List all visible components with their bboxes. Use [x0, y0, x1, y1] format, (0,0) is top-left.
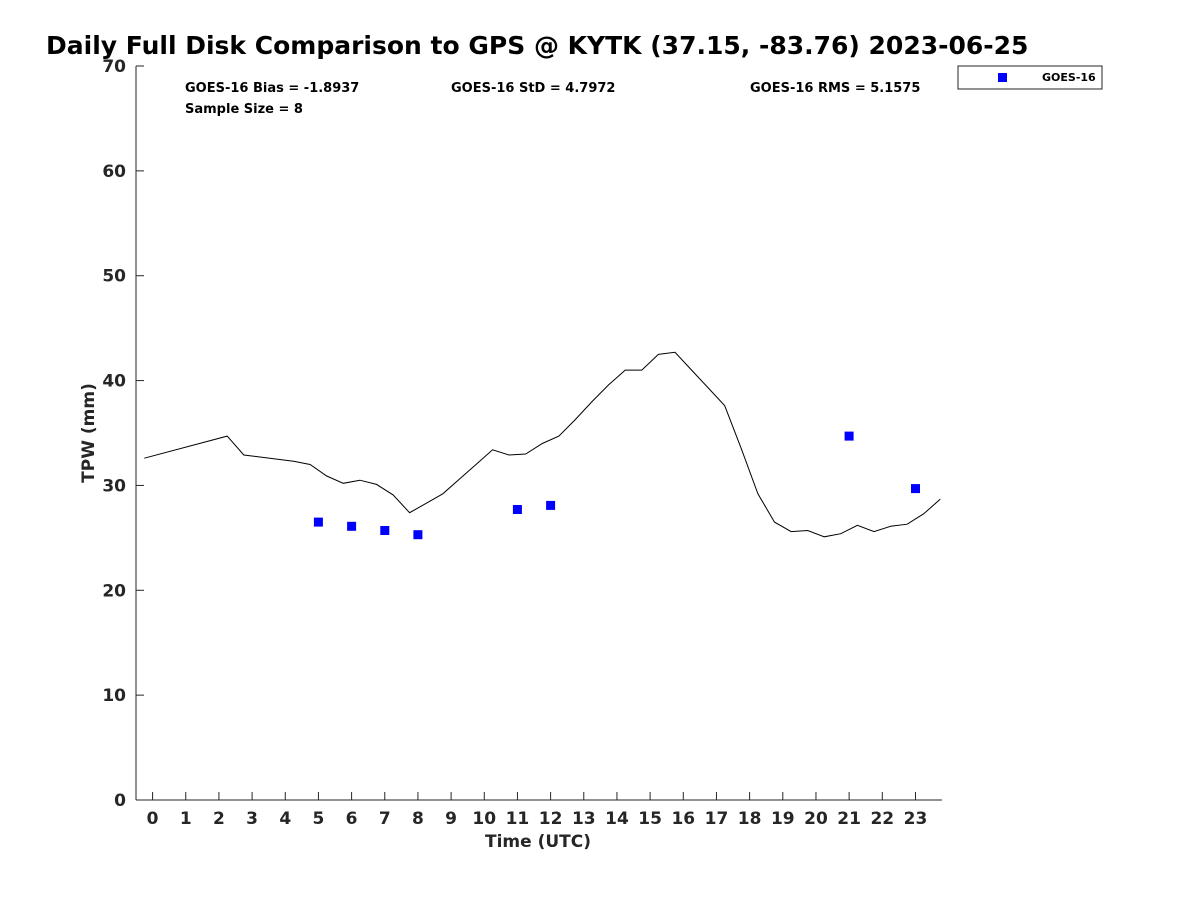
legend: GOES-16	[957, 65, 1103, 90]
x-tick-label: 4	[279, 809, 291, 829]
x-tick-label: 9	[445, 809, 457, 829]
x-tick-label: 0	[147, 809, 159, 829]
x-tick-label: 19	[771, 809, 795, 829]
y-tick-label: 70	[102, 57, 126, 77]
x-tick-label: 13	[572, 809, 596, 829]
goes-16-point	[347, 521, 357, 531]
x-tick-label: 15	[638, 809, 662, 829]
x-tick-label: 17	[705, 809, 729, 829]
stat-std: GOES-16 StD = 4.7972	[451, 81, 615, 96]
x-tick-label: 18	[738, 809, 762, 829]
x-tick-label: 12	[539, 809, 563, 829]
y-axis-label: TPW (mm)	[79, 383, 99, 483]
y-tick-label: 30	[102, 476, 126, 496]
goes-16-point	[413, 530, 423, 540]
plot-area	[135, 66, 942, 801]
y-tick-label: 20	[102, 581, 126, 601]
goes-16-point	[380, 526, 390, 535]
y-tick-label: 40	[102, 372, 126, 392]
goes-16-point	[512, 505, 522, 514]
y-ticks: 0 10 20 30 40 50 60 70	[102, 57, 144, 811]
stat-sample-size: Sample Size = 8	[185, 102, 303, 117]
y-tick-label: 0	[114, 791, 126, 811]
x-tick-label: 5	[313, 809, 325, 829]
x-tick-label: 11	[506, 809, 530, 829]
y-tick-label: 10	[102, 686, 126, 706]
y-tick-label: 60	[102, 162, 126, 182]
x-tick-label: 10	[472, 809, 496, 829]
goes-16-point	[844, 431, 854, 441]
x-axis-label: Time (UTC)	[485, 832, 591, 852]
x-tick-label: 16	[671, 809, 695, 829]
legend-label-goes-16: GOES-16	[1042, 71, 1096, 84]
x-tick-label: 14	[605, 809, 629, 829]
x-tick-label: 22	[870, 809, 894, 829]
x-tick-label: 8	[412, 809, 424, 829]
x-tick-label: 23	[904, 809, 928, 829]
x-tick-label: 1	[180, 809, 192, 829]
chart-title: Daily Full Disk Comparison to GPS @ KYTK…	[46, 31, 1028, 60]
goes-16-markers	[313, 431, 920, 540]
stat-bias: GOES-16 Bias = -1.8937	[185, 81, 359, 96]
goes-16-point	[313, 517, 323, 527]
goes-16-point	[911, 484, 920, 494]
x-tick-label: 6	[346, 809, 358, 829]
x-tick-label: 20	[804, 809, 828, 829]
x-ticks: 0 1 2 3 4 5 6 7 8 9 10 11 12 13 14 15 16 17 18 19 20 21 22 23	[147, 792, 928, 829]
goes-16-point	[546, 500, 556, 510]
x-tick-label: 3	[246, 809, 258, 829]
stat-rms: GOES-16 RMS = 5.1575	[750, 81, 920, 96]
legend-box	[957, 65, 1103, 90]
x-tick-label: 2	[213, 809, 225, 829]
legend-marker-goes-16	[998, 73, 1007, 82]
x-tick-label: 7	[379, 809, 391, 829]
y-tick-label: 50	[102, 267, 126, 287]
gps-series-line	[144, 351, 941, 538]
x-tick-label: 21	[837, 809, 861, 829]
